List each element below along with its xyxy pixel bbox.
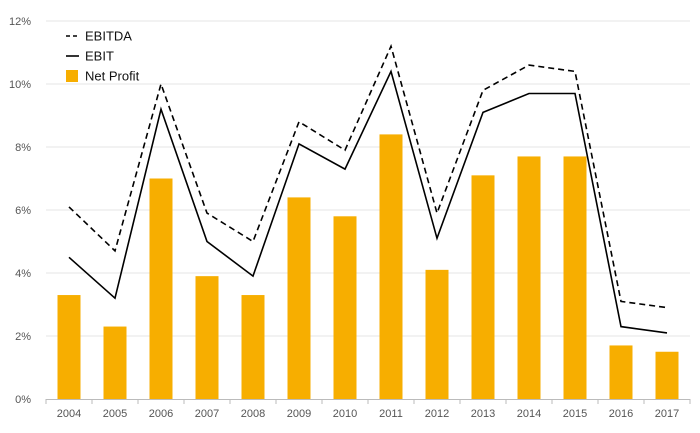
y-tick-label: 10%	[9, 79, 31, 91]
y-tick-label: 2%	[15, 331, 31, 343]
x-tick-label: 2011	[379, 408, 403, 420]
y-tick-label: 0%	[15, 394, 31, 406]
legend-label-net-profit: Net Profit	[85, 69, 140, 84]
net-profit-bar	[609, 345, 633, 399]
net-profit-bars	[57, 134, 679, 399]
net-profit-bar	[149, 178, 173, 399]
net-profit-bar	[379, 134, 403, 399]
net-profit-bar	[103, 326, 127, 399]
x-tick-label: 2013	[471, 408, 495, 420]
net-profit-bar	[563, 156, 587, 399]
gridlines	[46, 20, 690, 337]
y-tick-label: 8%	[15, 142, 31, 154]
net-profit-bar	[517, 156, 541, 399]
y-tick-label: 12%	[9, 16, 31, 28]
x-tick-label: 2017	[655, 408, 679, 420]
x-axis: 2004 2005 2006 2007 2008 2009 2010 2011 2012 2013…	[45, 399, 691, 420]
legend: EBITDA EBIT Net Profit	[66, 29, 140, 84]
ebit-line	[68, 69, 668, 334]
net-profit-bar	[241, 295, 265, 399]
x-tick-label: 2005	[103, 408, 127, 420]
x-tick-label: 2006	[149, 408, 173, 420]
x-tick-label: 2010	[333, 408, 357, 420]
x-tick-label: 2016	[609, 408, 633, 420]
net-profit-bar	[287, 197, 311, 399]
legend-swatch-net-profit	[66, 70, 78, 82]
y-tick-label: 6%	[15, 205, 31, 217]
net-profit-bar	[425, 269, 449, 399]
y-axis-ticks: 0% 2% 4% 6% 8% 10% 12%	[9, 16, 31, 406]
net-profit-bar	[471, 175, 495, 399]
net-profit-bar	[195, 276, 219, 399]
net-profit-bar	[655, 351, 679, 399]
net-profit-bar	[333, 216, 357, 399]
y-tick-label: 4%	[15, 268, 31, 280]
x-tick-label: 2014	[517, 408, 541, 420]
line-series	[68, 43, 668, 334]
x-tick-label: 2015	[563, 408, 587, 420]
x-tick-label: 2012	[425, 408, 449, 420]
legend-label-ebit: EBIT	[85, 49, 114, 64]
x-tick-label: 2009	[287, 408, 311, 420]
x-tick-label: 2004	[57, 408, 81, 420]
x-tick-label: 2008	[241, 408, 265, 420]
legend-label-ebitda: EBITDA	[85, 29, 132, 44]
net-profit-bar	[57, 295, 81, 399]
x-tick-label: 2007	[195, 408, 219, 420]
